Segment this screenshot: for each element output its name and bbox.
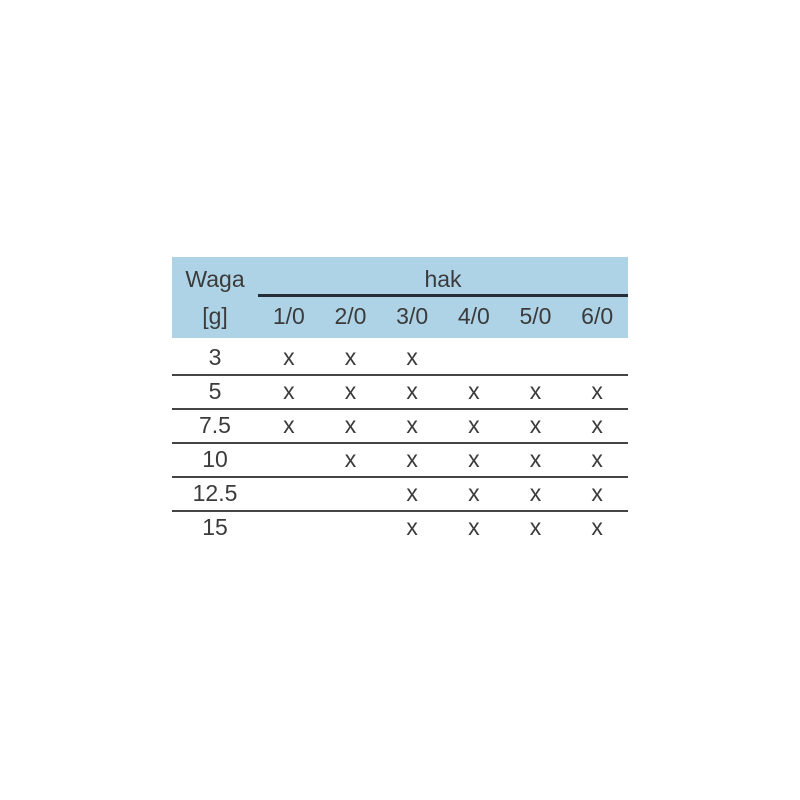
mark-cell: x: [468, 514, 480, 540]
mark-cell: x: [283, 378, 295, 404]
mark-cell: x: [344, 378, 357, 404]
mark-cell: x: [406, 514, 418, 540]
mark-cell: x: [468, 378, 480, 404]
table-row: 7.5 x x x x x x: [172, 410, 628, 444]
mark-cell: x: [406, 446, 418, 472]
table-body: 3 x x x 5 x x x x x x 7.5 x x x x x x: [172, 342, 628, 544]
mark-cell: [505, 342, 567, 374]
mark-cell: [320, 478, 382, 510]
mark-cell: x: [529, 412, 542, 438]
mark-cell: x: [591, 446, 603, 472]
mark-cell: x: [283, 344, 295, 370]
mark-cell: x: [468, 480, 480, 506]
mark-cell: x: [406, 378, 418, 404]
column-header-2-0: 2/0: [334, 302, 367, 329]
mark-cell: x: [529, 480, 542, 506]
mark-cell: x: [406, 412, 418, 438]
mark-cell: x: [529, 514, 542, 540]
mark-cell: x: [591, 412, 603, 438]
mark-cell: [258, 478, 320, 510]
weight-value: 5: [208, 378, 222, 404]
mark-cell: [320, 512, 382, 544]
table-row: 5 x x x x x x: [172, 376, 628, 410]
table-row: 12.5 x x x x: [172, 478, 628, 512]
table-header: Waga hak [g] 1/0 2/0 3/0 4/0 5/0 6/0: [172, 256, 628, 338]
column-header-6-0: 6/0: [581, 302, 614, 329]
weight-header-line2: [g]: [202, 302, 228, 329]
column-header-4-0: 4/0: [457, 302, 490, 329]
weight-value: 7.5: [199, 412, 231, 438]
weight-value: 12.5: [192, 480, 238, 506]
table-row: 10 x x x x x: [172, 444, 628, 478]
column-header-1-0: 1/0: [272, 302, 305, 329]
mark-cell: [566, 342, 628, 374]
mark-cell: x: [344, 344, 357, 370]
header-row-group: Waga hak: [172, 262, 628, 297]
mark-cell: x: [283, 412, 295, 438]
weight-value: 15: [202, 514, 228, 540]
weight-value: 10: [202, 446, 228, 472]
table-row: 3 x x x: [172, 342, 628, 376]
mark-cell: x: [406, 344, 418, 370]
mark-cell: x: [344, 412, 357, 438]
column-header-3-0: 3/0: [396, 302, 429, 329]
hook-group-header: hak: [258, 262, 628, 297]
mark-cell: x: [529, 378, 542, 404]
mark-cell: x: [468, 446, 480, 472]
weight-value: 3: [208, 344, 222, 370]
mark-cell: x: [591, 514, 603, 540]
mark-cell: x: [406, 480, 418, 506]
mark-cell: [258, 444, 320, 476]
mark-cell: [258, 512, 320, 544]
column-header-5-0: 5/0: [519, 302, 552, 329]
weight-header-line1: Waga: [185, 265, 245, 292]
mark-cell: x: [344, 446, 357, 472]
weight-hook-size-table: Waga hak [g] 1/0 2/0 3/0 4/0 5/0 6/0 3 x…: [172, 256, 628, 544]
mark-cell: x: [591, 378, 603, 404]
header-row-columns: [g] 1/0 2/0 3/0 4/0 5/0 6/0: [172, 297, 628, 331]
mark-cell: x: [529, 446, 542, 472]
mark-cell: x: [468, 412, 480, 438]
mark-cell: x: [591, 480, 603, 506]
mark-cell: [443, 342, 505, 374]
table-row: 15 x x x x: [172, 512, 628, 544]
